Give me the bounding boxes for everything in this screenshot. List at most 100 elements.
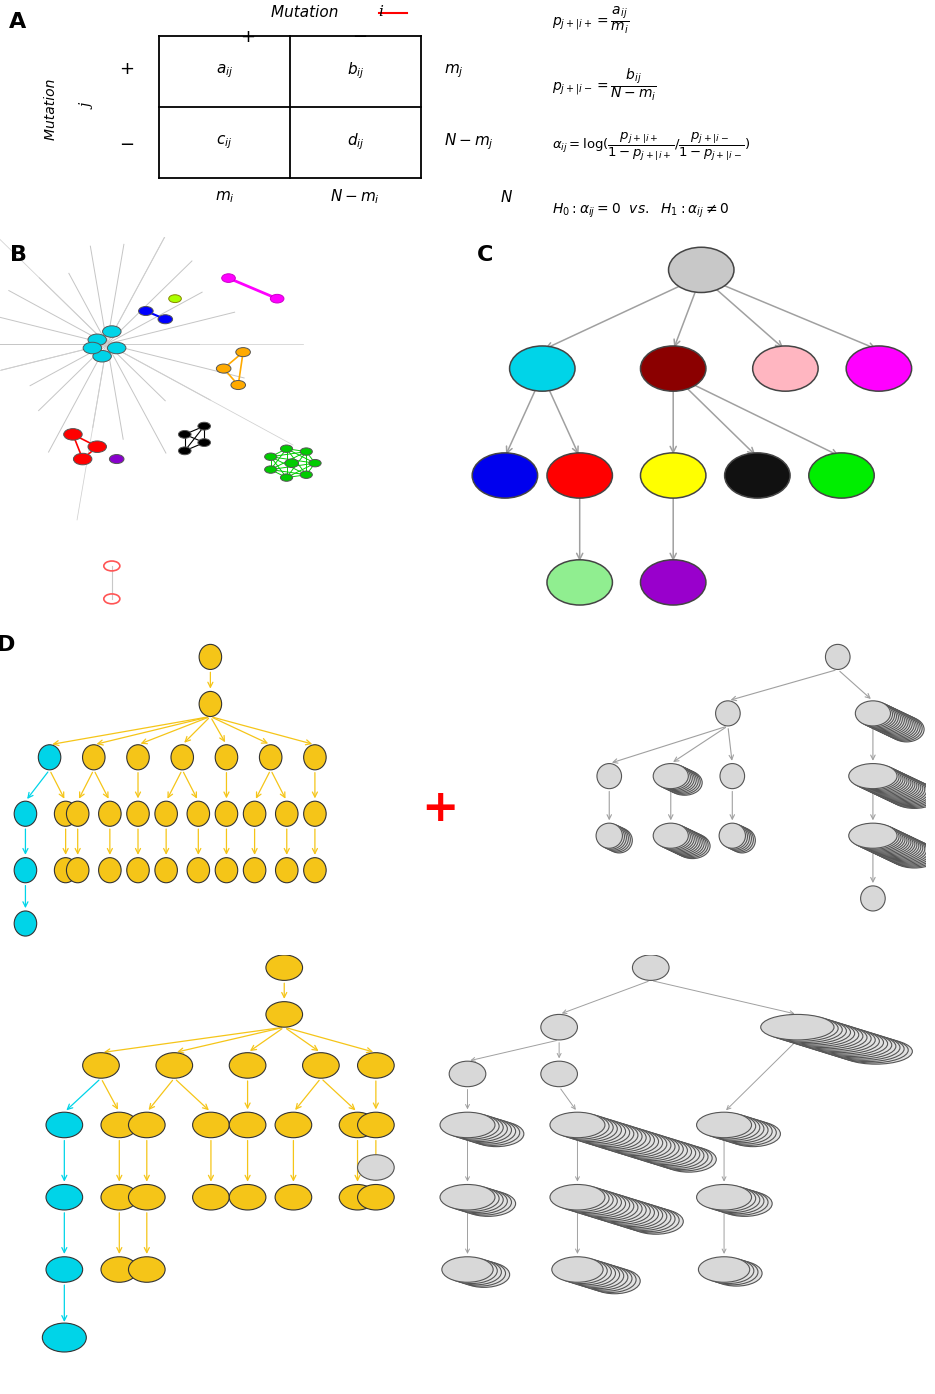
Ellipse shape xyxy=(229,1112,266,1138)
Ellipse shape xyxy=(858,828,907,853)
Ellipse shape xyxy=(127,802,150,827)
Ellipse shape xyxy=(562,1117,617,1142)
Ellipse shape xyxy=(671,832,706,857)
Ellipse shape xyxy=(198,422,210,431)
Ellipse shape xyxy=(357,1052,395,1078)
Ellipse shape xyxy=(885,841,933,866)
Ellipse shape xyxy=(673,832,708,857)
Ellipse shape xyxy=(640,560,706,605)
Ellipse shape xyxy=(657,825,692,850)
Ellipse shape xyxy=(872,835,921,860)
Ellipse shape xyxy=(878,838,927,863)
Ellipse shape xyxy=(229,1052,266,1078)
Ellipse shape xyxy=(727,827,754,852)
Ellipse shape xyxy=(729,828,755,853)
Ellipse shape xyxy=(806,1029,880,1054)
Ellipse shape xyxy=(567,1118,622,1143)
Ellipse shape xyxy=(860,829,909,855)
Ellipse shape xyxy=(713,1189,768,1216)
Ellipse shape xyxy=(725,453,790,498)
Ellipse shape xyxy=(620,1133,675,1160)
Ellipse shape xyxy=(871,708,906,733)
Text: $b_{ij}$: $b_{ij}$ xyxy=(347,61,364,81)
Ellipse shape xyxy=(874,776,923,802)
Ellipse shape xyxy=(300,447,312,456)
Ellipse shape xyxy=(717,1118,772,1144)
Ellipse shape xyxy=(616,1204,671,1231)
Ellipse shape xyxy=(243,802,266,827)
Ellipse shape xyxy=(339,1112,376,1138)
Ellipse shape xyxy=(809,453,874,498)
Ellipse shape xyxy=(300,471,312,478)
Ellipse shape xyxy=(657,765,692,790)
Ellipse shape xyxy=(665,769,700,795)
Ellipse shape xyxy=(556,1257,607,1284)
Ellipse shape xyxy=(472,453,538,498)
Text: $N - m_j$: $N - m_j$ xyxy=(444,132,494,152)
Ellipse shape xyxy=(883,714,918,739)
Text: C: C xyxy=(477,245,494,265)
Ellipse shape xyxy=(187,802,209,827)
Ellipse shape xyxy=(127,857,150,882)
Ellipse shape xyxy=(109,454,124,464)
Ellipse shape xyxy=(663,828,698,853)
Ellipse shape xyxy=(604,1202,658,1227)
Ellipse shape xyxy=(640,1140,696,1165)
Ellipse shape xyxy=(187,857,209,882)
Ellipse shape xyxy=(765,1016,838,1041)
Ellipse shape xyxy=(753,346,818,392)
Ellipse shape xyxy=(591,1125,646,1150)
Ellipse shape xyxy=(599,1128,654,1153)
Ellipse shape xyxy=(550,1185,605,1210)
Ellipse shape xyxy=(88,441,107,453)
Ellipse shape xyxy=(156,1052,193,1078)
Ellipse shape xyxy=(857,701,893,726)
Ellipse shape xyxy=(876,836,925,861)
Ellipse shape xyxy=(199,691,222,717)
Ellipse shape xyxy=(863,829,911,855)
Ellipse shape xyxy=(215,744,237,769)
Ellipse shape xyxy=(827,1034,900,1061)
Ellipse shape xyxy=(709,1117,764,1142)
Ellipse shape xyxy=(444,1186,499,1211)
Ellipse shape xyxy=(584,1267,636,1292)
Ellipse shape xyxy=(570,1118,626,1144)
Ellipse shape xyxy=(575,1192,629,1217)
Ellipse shape xyxy=(661,827,697,852)
Ellipse shape xyxy=(608,1131,663,1156)
Ellipse shape xyxy=(440,1112,495,1138)
Ellipse shape xyxy=(547,453,612,498)
Ellipse shape xyxy=(309,460,321,467)
Ellipse shape xyxy=(856,827,905,852)
Ellipse shape xyxy=(649,1143,704,1168)
Ellipse shape xyxy=(885,781,933,806)
Ellipse shape xyxy=(625,1135,679,1161)
Ellipse shape xyxy=(890,783,935,809)
Ellipse shape xyxy=(93,350,111,362)
Ellipse shape xyxy=(785,1022,858,1047)
Ellipse shape xyxy=(661,767,697,792)
Ellipse shape xyxy=(855,767,903,792)
Text: +: + xyxy=(421,788,458,829)
Ellipse shape xyxy=(657,1146,712,1171)
Ellipse shape xyxy=(442,1257,493,1282)
Ellipse shape xyxy=(101,1185,137,1210)
Ellipse shape xyxy=(654,822,688,848)
Ellipse shape xyxy=(865,705,900,730)
Ellipse shape xyxy=(448,1115,503,1140)
Ellipse shape xyxy=(881,838,928,863)
Ellipse shape xyxy=(606,828,632,853)
Ellipse shape xyxy=(265,453,277,460)
Ellipse shape xyxy=(798,1026,871,1051)
Ellipse shape xyxy=(616,1132,671,1158)
Ellipse shape xyxy=(579,1121,634,1147)
Ellipse shape xyxy=(583,1122,638,1147)
Ellipse shape xyxy=(440,1185,495,1210)
Ellipse shape xyxy=(702,1257,754,1284)
Ellipse shape xyxy=(446,1257,497,1284)
Ellipse shape xyxy=(773,1018,846,1044)
Ellipse shape xyxy=(861,704,897,729)
Ellipse shape xyxy=(158,315,173,323)
Ellipse shape xyxy=(38,744,61,769)
Ellipse shape xyxy=(659,827,695,852)
